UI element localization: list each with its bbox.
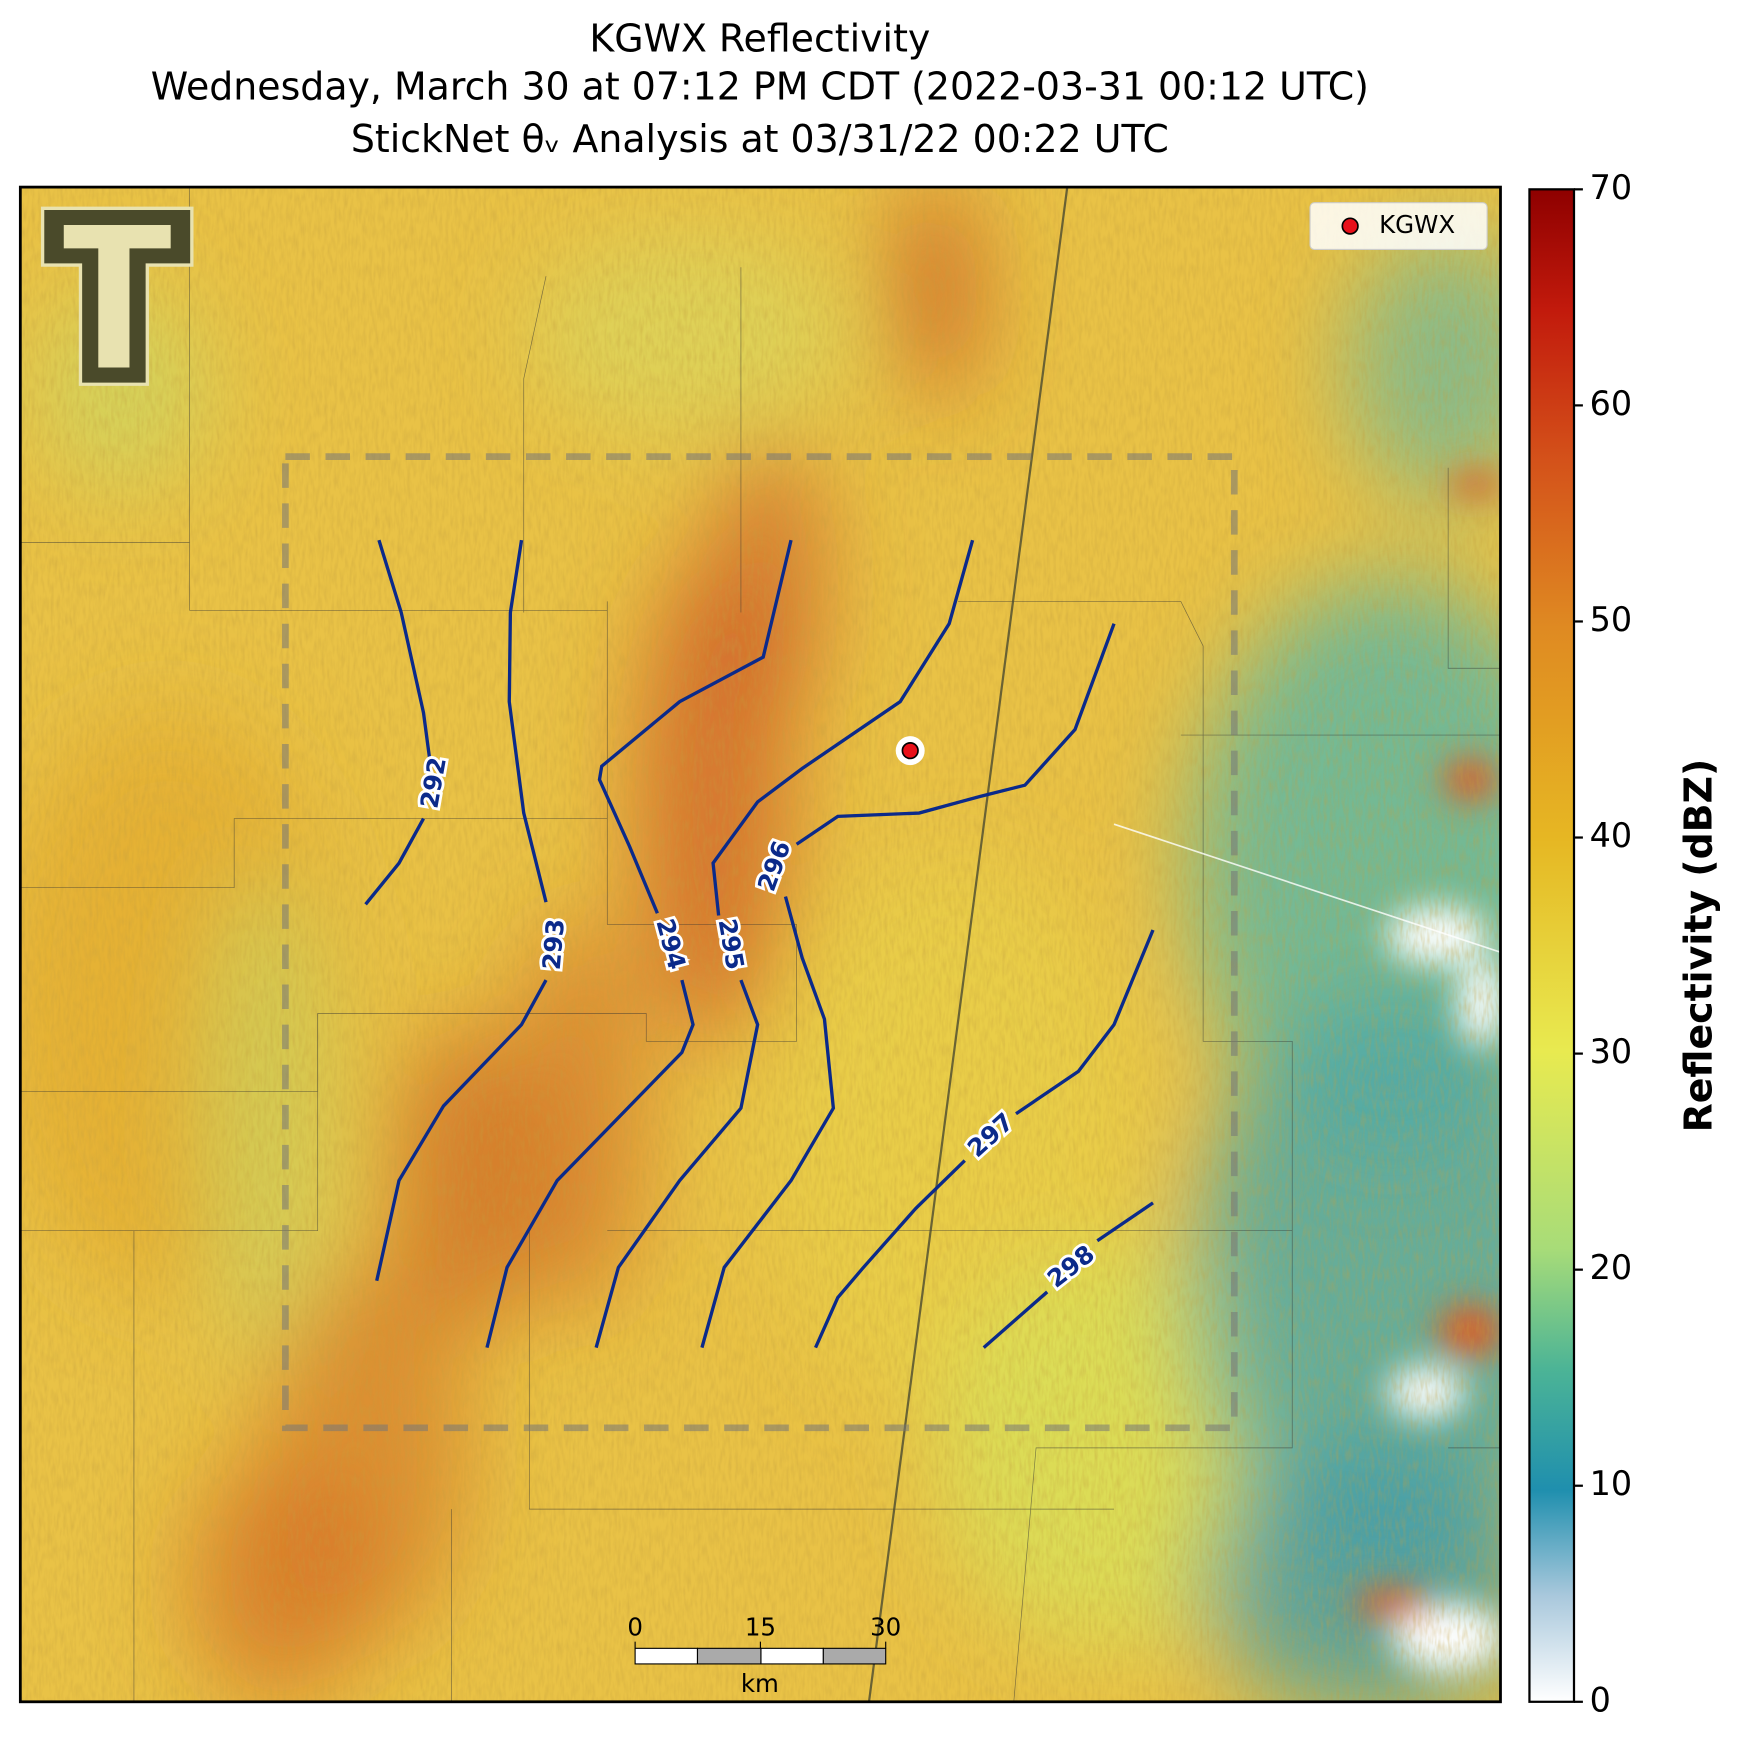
scale-bar: km	[634, 1647, 887, 1698]
contour-label: 293	[537, 918, 570, 971]
colorbar-label: Reflectivity (dBZ)	[1676, 759, 1720, 1133]
contour-line	[814, 929, 1155, 1349]
colorbar	[1528, 188, 1576, 1703]
legend-box	[1309, 202, 1488, 251]
colorbar-tick-label: 70	[1590, 168, 1633, 207]
contour-line	[485, 539, 793, 1349]
colorbar-tick-label: 0	[1590, 1680, 1611, 1719]
scale-tick-label: 15	[745, 1612, 776, 1641]
map-frame	[18, 185, 1502, 1704]
colorbar-tick-label: 10	[1590, 1464, 1633, 1503]
scale-unit: km	[741, 1669, 779, 1698]
legend-marker	[1341, 217, 1359, 235]
title-line: StickNet θᵥ Analysis at 03/31/22 00:22 U…	[351, 117, 1169, 161]
scale-segment	[822, 1647, 887, 1665]
radar-site	[901, 742, 919, 760]
scale-segment	[760, 1647, 824, 1665]
legend-label: KGWX	[1379, 210, 1455, 239]
colorbar-tick-label: 20	[1590, 1248, 1633, 1287]
contours	[364, 539, 1155, 1349]
scale-tick-label: 0	[627, 1612, 643, 1641]
scale-segment	[634, 1647, 699, 1665]
colorbar-tick-label: 30	[1590, 1032, 1633, 1071]
title-line: KGWX Reflectivity	[589, 17, 930, 61]
legend: KGWX	[1309, 202, 1488, 251]
contour-line	[982, 1201, 1154, 1349]
scale-tick-label: 30	[870, 1612, 901, 1641]
logo	[40, 206, 194, 386]
title-line: Wednesday, March 30 at 07:12 PM CDT (202…	[151, 65, 1369, 109]
contour-line	[375, 539, 548, 1282]
colorbar-tick-label: 50	[1590, 600, 1633, 639]
contour-line	[364, 539, 432, 906]
colorbar-tick-label: 40	[1590, 816, 1633, 855]
contour-line	[594, 539, 975, 1349]
contour-line	[700, 623, 1116, 1349]
colorbar-tick-label: 60	[1590, 384, 1633, 423]
scale-segment	[696, 1647, 762, 1665]
radar-image	[20, 187, 1501, 1702]
